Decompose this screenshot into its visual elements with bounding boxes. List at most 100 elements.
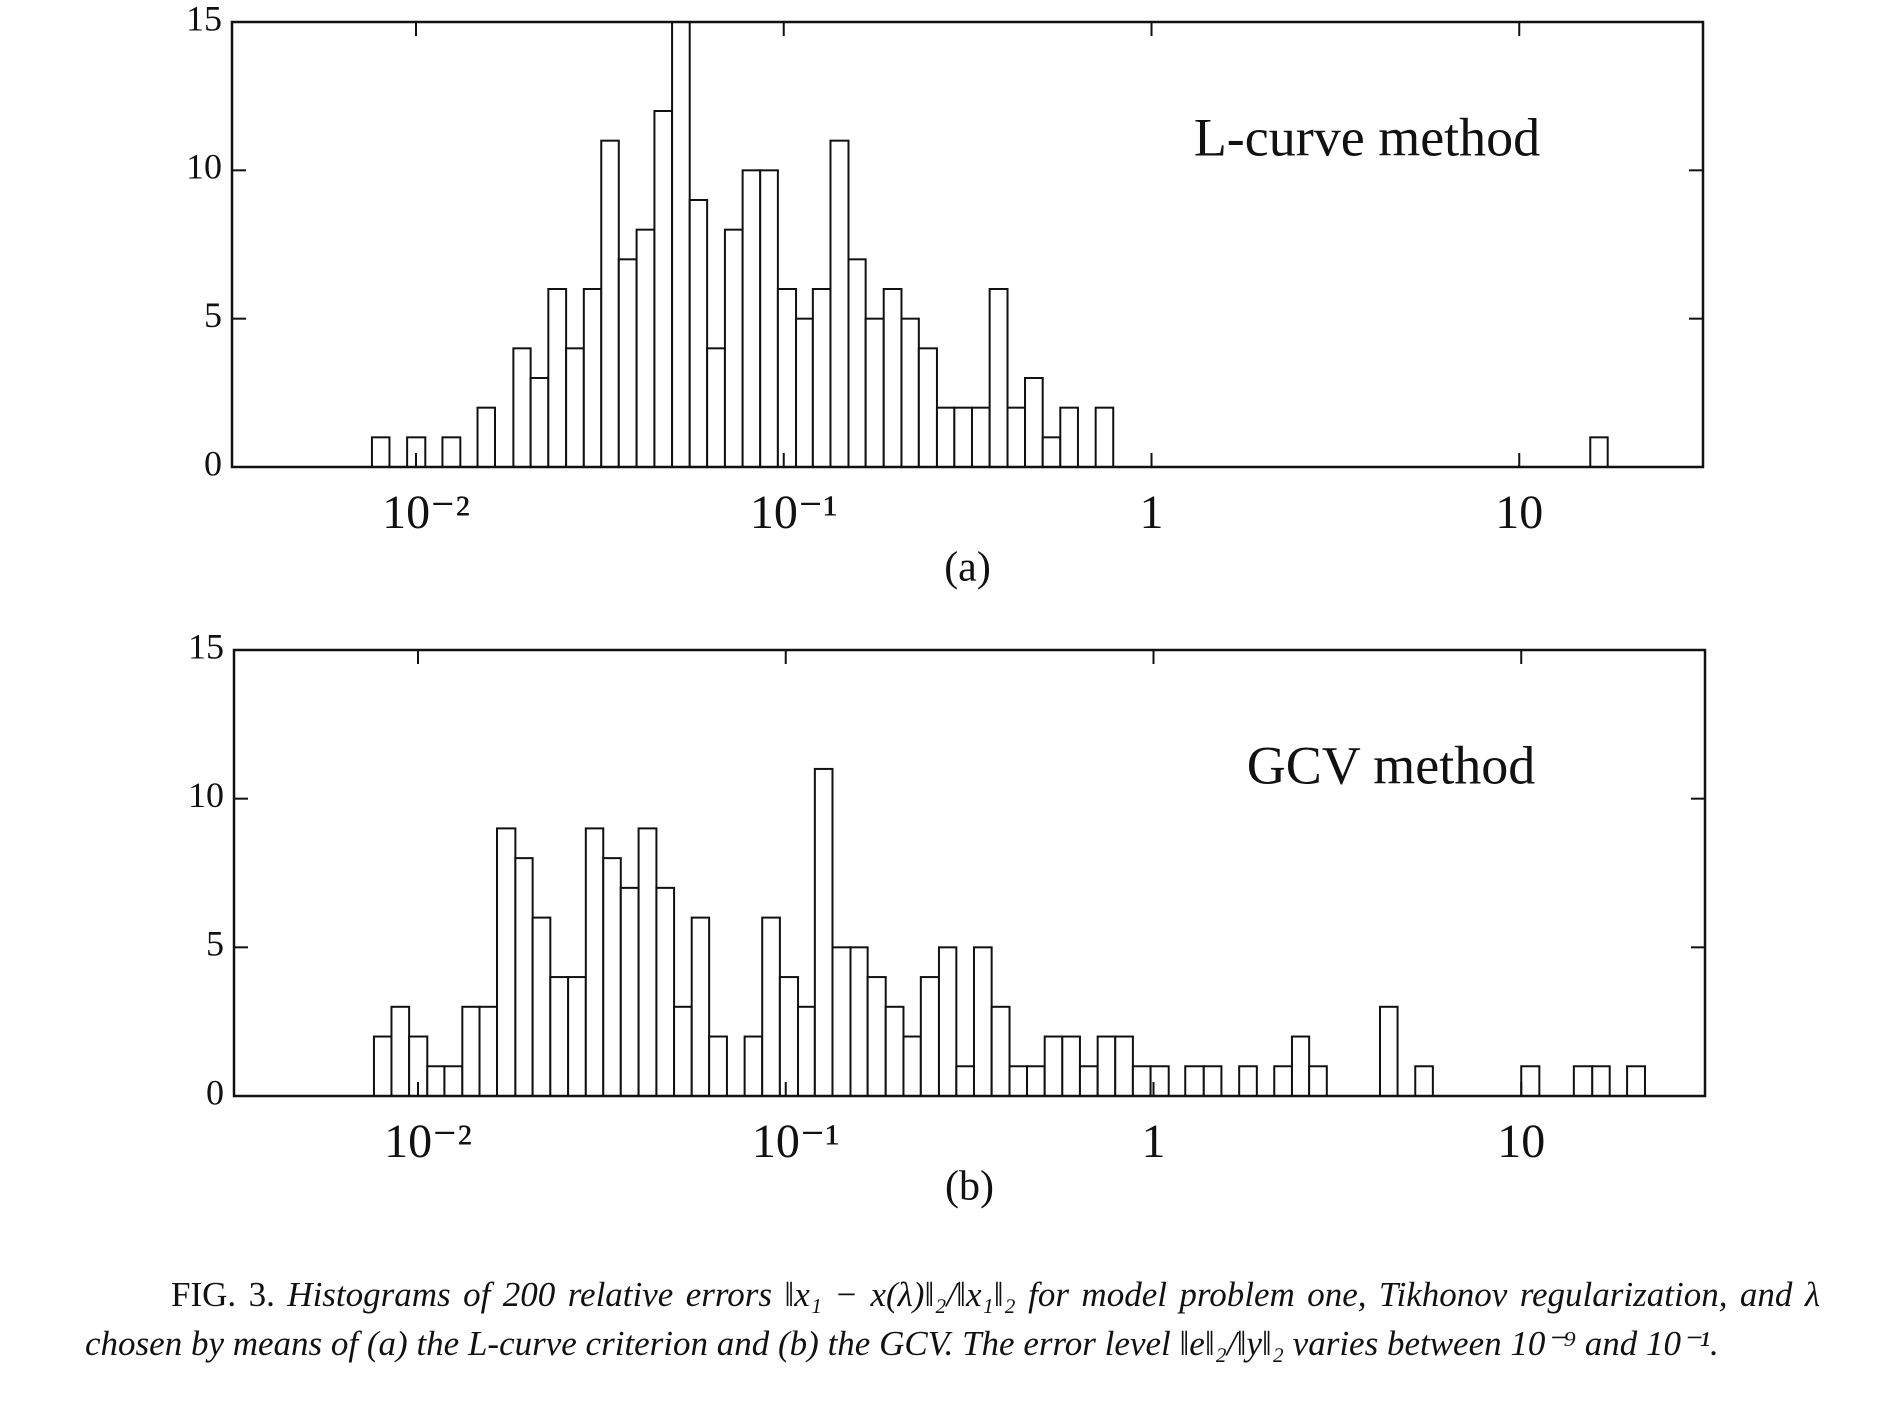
bar	[372, 1035, 393, 1097]
bar	[1184, 1065, 1205, 1098]
bar	[1006, 406, 1027, 468]
bar	[619, 886, 640, 1097]
bar	[706, 347, 726, 469]
bar	[1041, 436, 1062, 469]
bar	[811, 288, 832, 468]
x-tick-label: 10⁻²	[384, 1115, 472, 1168]
bar	[653, 110, 674, 468]
bar	[919, 976, 940, 1097]
x-tick-label: 1	[1141, 1115, 1165, 1168]
y-tick-label: 5	[206, 924, 224, 964]
x-tick-label: 1	[1139, 486, 1163, 539]
bar	[708, 1035, 728, 1097]
x-tick-label: 10	[1497, 1115, 1545, 1168]
bar	[741, 169, 762, 468]
bar	[637, 827, 658, 1098]
annotation: L-curve method	[1194, 107, 1540, 167]
y-tick-label: 0	[204, 443, 222, 483]
bar	[935, 406, 956, 468]
bar	[884, 1005, 905, 1097]
x-tick-label: 10⁻¹	[752, 1115, 840, 1168]
x-tick-label: 10⁻²	[382, 486, 470, 539]
bar	[512, 347, 532, 469]
bar	[390, 1005, 411, 1097]
bar	[1094, 406, 1115, 468]
bar	[761, 916, 781, 1097]
bar	[529, 377, 550, 468]
y-tick-label: 10	[186, 147, 222, 187]
bar	[778, 976, 800, 1097]
bar	[1520, 1065, 1541, 1098]
bar	[688, 199, 709, 468]
bar	[743, 1035, 764, 1097]
bar	[797, 1005, 816, 1097]
bar	[1572, 1065, 1594, 1098]
bar	[1114, 1035, 1134, 1097]
bar	[461, 1005, 481, 1097]
bar	[849, 946, 869, 1097]
bar	[900, 317, 920, 468]
bar	[1626, 1065, 1646, 1098]
bar	[671, 21, 691, 468]
caption-text: Histograms of 200 relative errors ‖x₁ − …	[85, 1275, 1820, 1363]
plot-frame	[230, 20, 1705, 469]
bar	[776, 288, 798, 468]
bar	[988, 288, 1009, 468]
bar	[902, 1035, 922, 1097]
x-tick-label: 10	[1495, 486, 1543, 539]
bar	[602, 857, 622, 1098]
bar	[813, 767, 834, 1098]
annotation: GCV method	[1247, 735, 1536, 795]
bar	[565, 347, 585, 469]
bar	[1026, 1065, 1046, 1098]
y-tick-label: 15	[186, 0, 222, 38]
bar	[864, 317, 885, 468]
bar	[795, 317, 814, 468]
plot-frame	[232, 648, 1707, 1098]
bar	[584, 827, 605, 1098]
bar	[495, 827, 517, 1098]
bar	[1059, 406, 1079, 468]
bar	[1078, 1065, 1099, 1098]
y-tick-label: 5	[204, 295, 222, 335]
bar	[1273, 1065, 1293, 1098]
bar	[370, 436, 391, 469]
bar	[866, 976, 887, 1097]
panel-label: (a)	[944, 545, 991, 591]
y-tick-label: 0	[206, 1072, 224, 1112]
bar	[549, 976, 570, 1097]
bar	[917, 347, 938, 469]
bar	[547, 288, 568, 468]
bar	[1043, 1035, 1064, 1097]
bar	[531, 916, 552, 1097]
bar	[937, 946, 958, 1097]
bar	[1379, 1005, 1399, 1097]
bar	[635, 228, 656, 468]
bar	[1589, 436, 1609, 469]
bar	[1061, 1035, 1081, 1097]
bar	[1131, 1065, 1152, 1098]
bar	[441, 436, 462, 469]
bar	[443, 1065, 464, 1098]
bar	[582, 288, 603, 468]
caption-label: FIG. 3.	[171, 1275, 275, 1314]
bar	[1308, 1065, 1328, 1098]
panel-label: (b)	[945, 1164, 994, 1210]
bar	[655, 886, 676, 1097]
bar	[426, 1065, 446, 1098]
y-tick-label: 15	[188, 626, 224, 666]
bar	[1238, 1065, 1258, 1098]
bar	[673, 1005, 693, 1097]
bar	[514, 857, 534, 1098]
bar	[882, 288, 903, 468]
bar	[1096, 1035, 1117, 1097]
bar	[690, 916, 711, 1097]
bar	[953, 406, 973, 468]
bar	[847, 258, 867, 469]
chart: 0 5 10 15 10⁻² 10⁻¹ 1 10 L-curve method (a) 0 5 10 15…	[186, 0, 1707, 1210]
caption: FIG. 3. Histograms of 200 relative error…	[85, 1270, 1820, 1368]
bar	[1202, 1065, 1223, 1098]
bar	[1414, 1065, 1434, 1098]
bar	[759, 169, 779, 468]
